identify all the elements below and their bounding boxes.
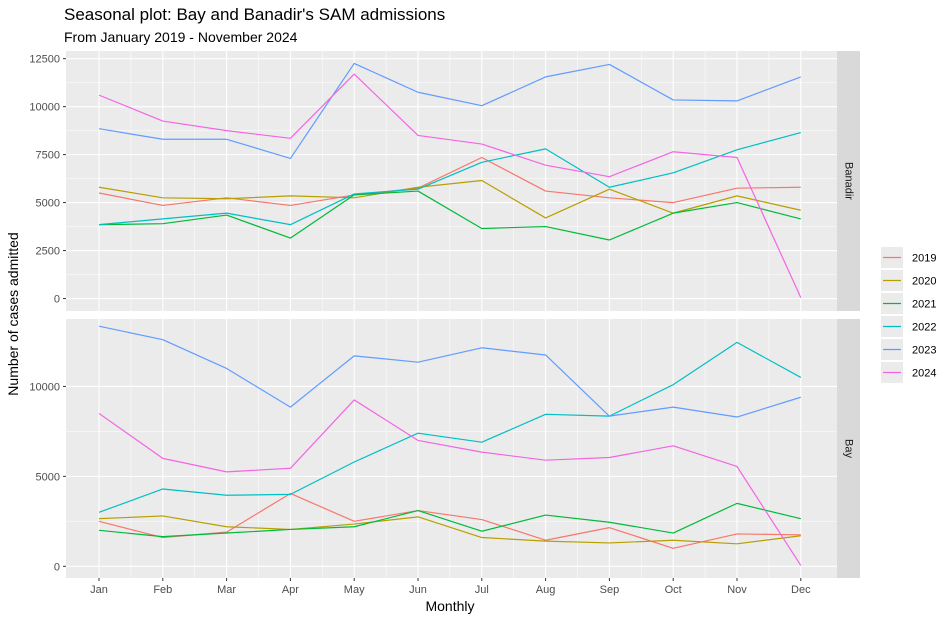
y-axis-title: Number of cases admitted — [5, 232, 21, 395]
x-tick-label: May — [344, 584, 365, 596]
series-line-2024 — [98, 73, 802, 298]
y-tick-label: 0 — [54, 561, 60, 573]
facet-panels: 0 2500 5000 7500 10000 12500 Banadir 0 5000 10000… — [29, 51, 860, 578]
facet-strip — [837, 51, 860, 311]
facet-panel-bay: 0 5000 10000 Bay — [29, 319, 860, 578]
panel-background — [66, 51, 837, 311]
x-tick-label: Mar — [217, 584, 236, 596]
legend-label: 2022 — [912, 322, 936, 334]
legend-label: 2019 — [912, 253, 936, 265]
legend-label: 2023 — [912, 345, 936, 357]
x-tick-label: Dec — [791, 584, 811, 596]
y-tick-label: 7500 — [36, 150, 60, 162]
facet-strip-label: Banadir — [843, 162, 855, 200]
y-tick-label: 0 — [54, 294, 60, 306]
x-tick-label: Jan — [90, 584, 108, 596]
series-line-2021 — [98, 502, 801, 538]
x-tick-label: Jul — [475, 584, 489, 596]
facet-panel-banadir: 0 2500 5000 7500 10000 12500 Banadir — [29, 51, 860, 311]
x-tick-label: Aug — [536, 584, 556, 596]
x-tick-label: Feb — [153, 584, 172, 596]
facet-strip-label: Bay — [843, 439, 855, 458]
y-tick-label: 5000 — [36, 471, 60, 483]
chart-title: Seasonal plot: Bay and Banadir's SAM adm… — [64, 5, 445, 24]
y-tick-label: 5000 — [36, 198, 60, 210]
x-tick-label: Oct — [665, 584, 682, 596]
y-tick-label: 2500 — [36, 246, 60, 258]
x-tick-label: Jun — [409, 584, 427, 596]
x-axis-title: Monthly — [425, 598, 474, 614]
series-line-2024 — [98, 399, 802, 566]
panel-background — [66, 319, 837, 578]
facet-strip — [837, 319, 860, 578]
chart-subtitle: From January 2019 - November 2024 — [64, 29, 298, 45]
series-line-2022 — [98, 341, 802, 513]
y-tick-label: 10000 — [29, 381, 60, 393]
legend: 2019 2020 2021 2022 2023 2024 — [881, 246, 937, 386]
series-line-2021 — [98, 190, 801, 241]
series-line-2023 — [98, 62, 802, 160]
legend-label: 2020 — [912, 276, 936, 288]
y-tick-label: 10000 — [29, 102, 60, 114]
legend-label: 2021 — [912, 299, 936, 311]
x-tick-label: Apr — [282, 584, 299, 596]
x-tick-label: Nov — [727, 584, 747, 596]
series-line-2020 — [98, 179, 801, 219]
x-tick-label: Sep — [600, 584, 620, 596]
legend-label: 2024 — [912, 368, 936, 380]
x-axis: Jan Feb Mar Apr May Jun Jul Aug Sep Oct Nov Dec — [90, 578, 811, 596]
series-line-2023 — [98, 325, 801, 418]
y-tick-label: 12500 — [29, 54, 60, 66]
series-line-2022 — [98, 131, 801, 226]
series-line-2020 — [98, 515, 801, 545]
